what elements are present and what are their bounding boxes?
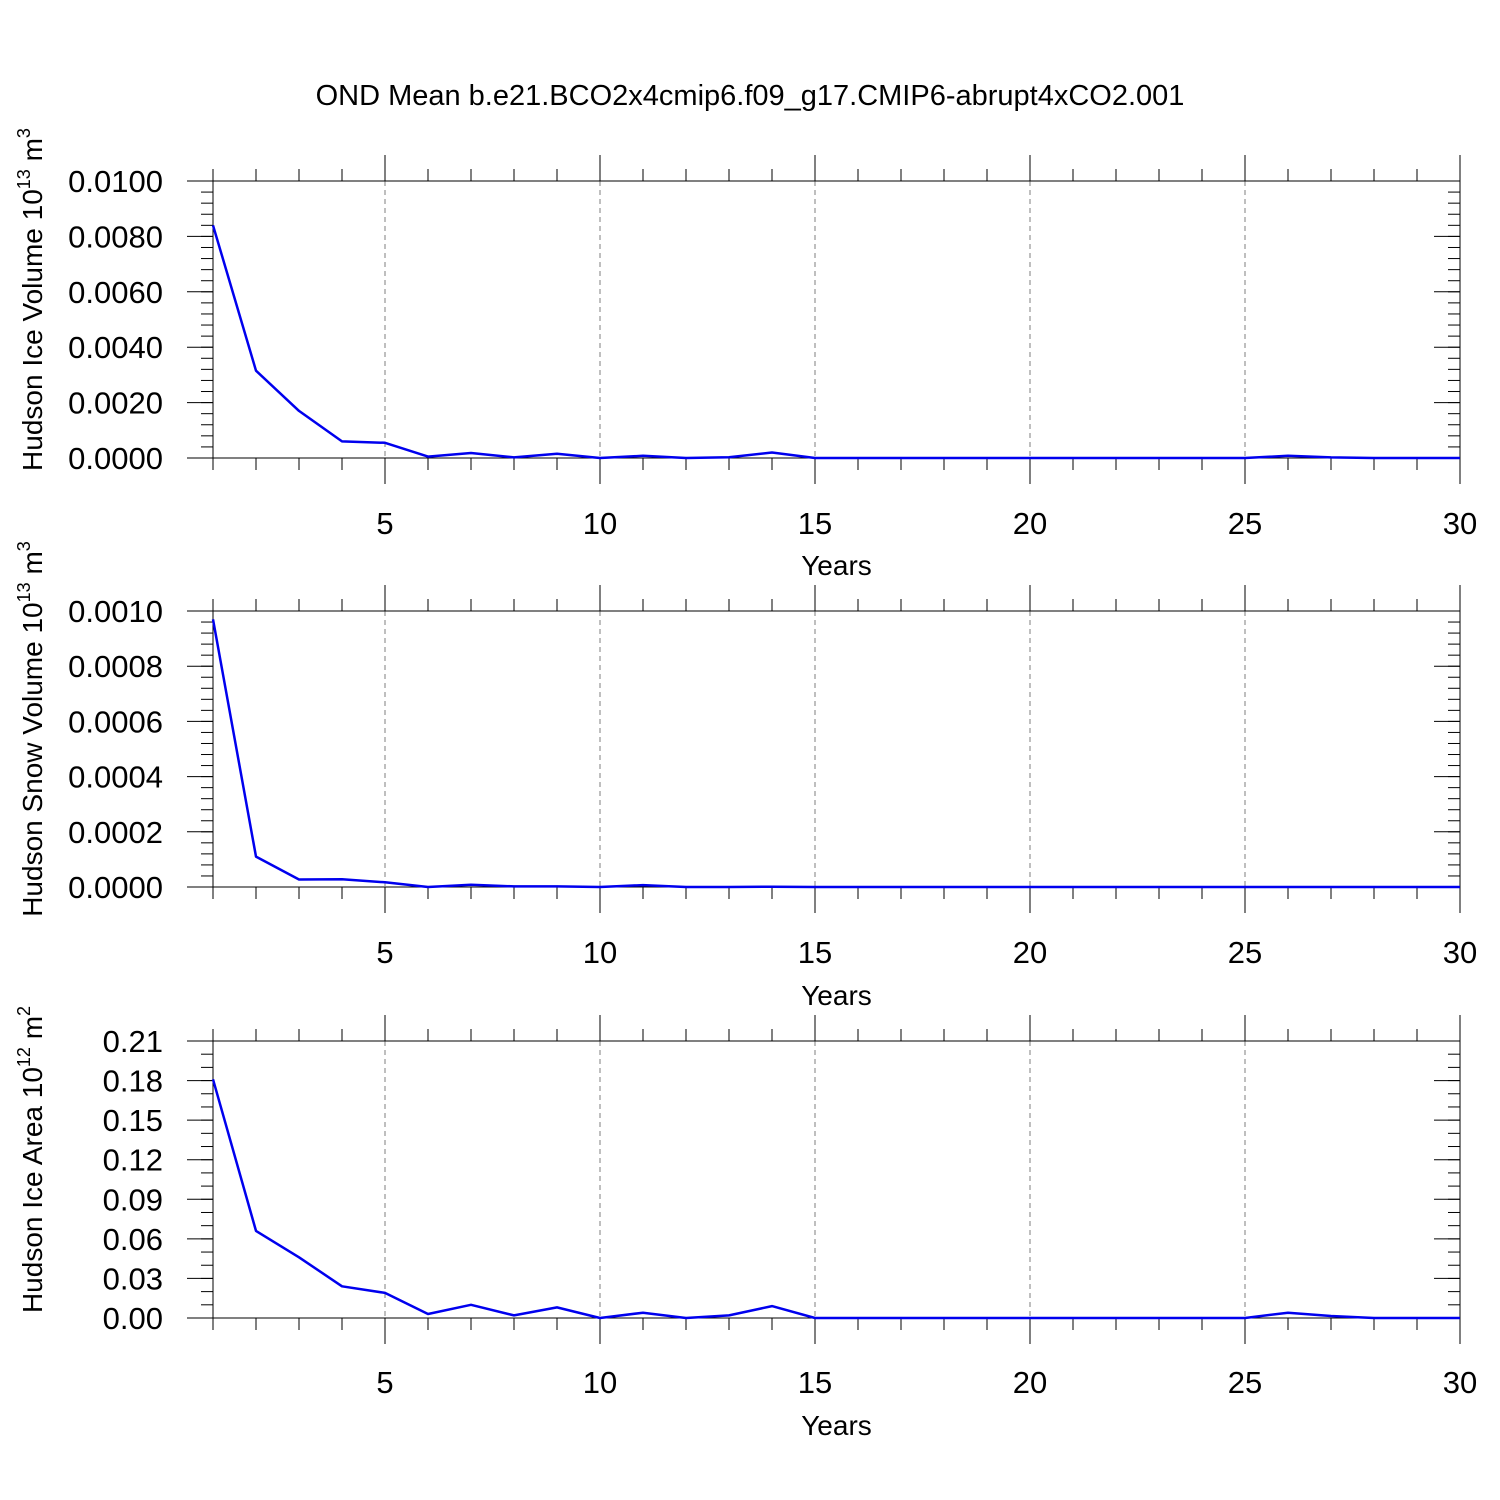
x-tick-label: 5 xyxy=(376,935,393,970)
y-tick-label: 0.21 xyxy=(103,1024,163,1059)
y-tick-label: 0.0006 xyxy=(68,704,163,739)
y-tick-label: 0.0010 xyxy=(68,594,163,629)
x-tick-label: 20 xyxy=(1013,935,1047,970)
panel-ice-area: 5 10 15 20 25 30 0.00 0.03 0.06 0.09 0.12 0.15 0.18 0… xyxy=(14,1006,1477,1441)
y-tick-label: 0.09 xyxy=(103,1182,163,1217)
x-tick-label: 15 xyxy=(798,935,832,970)
series-line xyxy=(211,224,1460,460)
y-tick-label: 0.0000 xyxy=(68,870,163,905)
y-tick-label: 0.0002 xyxy=(68,815,163,850)
series-line xyxy=(211,1078,1460,1320)
y-tick-label: 0.03 xyxy=(103,1261,163,1296)
y-tick-label: 0.18 xyxy=(103,1064,163,1099)
x-tick-label: 20 xyxy=(1013,1365,1047,1400)
x-axis-label: Years xyxy=(801,1410,872,1441)
y-tick-label: 0.06 xyxy=(103,1222,163,1257)
plot-frame xyxy=(212,180,1461,459)
y-tick-label: 0.0060 xyxy=(68,275,163,310)
panel-ice-volume: 5 10 15 20 25 30 0.0000 0.0020 0.0040 0.0060 0.008… xyxy=(14,128,1477,581)
y-tick-label: 0.0080 xyxy=(68,219,163,254)
x-axis-label: Years xyxy=(801,980,872,1011)
x-tick-label: 30 xyxy=(1443,506,1477,541)
x-tick-label: 20 xyxy=(1013,506,1047,541)
y-tick-label: 0.15 xyxy=(103,1103,163,1138)
y-tick-label: 0.0100 xyxy=(68,164,163,199)
x-tick-label: 25 xyxy=(1228,506,1262,541)
page-title: OND Mean b.e21.BCO2x4cmip6.f09_g17.CMIP6… xyxy=(315,80,1185,112)
y-tick-label: 0.00 xyxy=(103,1301,163,1336)
x-tick-label: 25 xyxy=(1228,1365,1262,1400)
y-axis-label: Hudson Ice Area 1012 m2 xyxy=(14,1006,48,1313)
series-line xyxy=(211,619,1460,889)
x-tick-label: 10 xyxy=(583,506,617,541)
x-tick-label: 25 xyxy=(1228,935,1262,970)
x-tick-label: 15 xyxy=(798,1365,832,1400)
x-tick-label: 10 xyxy=(583,935,617,970)
y-tick-label: 0.0008 xyxy=(68,649,163,684)
x-tick-label: 30 xyxy=(1443,935,1477,970)
x-tick-label: 5 xyxy=(376,506,393,541)
x-tick-label: 5 xyxy=(376,1365,393,1400)
x-axis-label: Years xyxy=(801,550,872,581)
panel-snow-volume: 5 10 15 20 25 30 0.0000 0.0002 0.0004 0.0006 0.000… xyxy=(14,541,1477,1011)
x-tick-label: 10 xyxy=(583,1365,617,1400)
y-tick-label: 0.0000 xyxy=(68,441,163,476)
y-axis-label: Hudson Snow Volume 1013 m3 xyxy=(14,541,48,917)
plot-frame xyxy=(212,610,1461,888)
x-tick-label: 15 xyxy=(798,506,832,541)
y-tick-label: 0.0004 xyxy=(68,760,163,795)
y-tick-label: 0.0040 xyxy=(68,330,163,365)
y-tick-label: 0.0020 xyxy=(68,386,163,421)
y-tick-label: 0.12 xyxy=(103,1143,163,1178)
plot-frame xyxy=(212,1040,1461,1319)
y-axis-label: Hudson Ice Volume 1013 m3 xyxy=(14,128,48,471)
x-tick-label: 30 xyxy=(1443,1365,1477,1400)
